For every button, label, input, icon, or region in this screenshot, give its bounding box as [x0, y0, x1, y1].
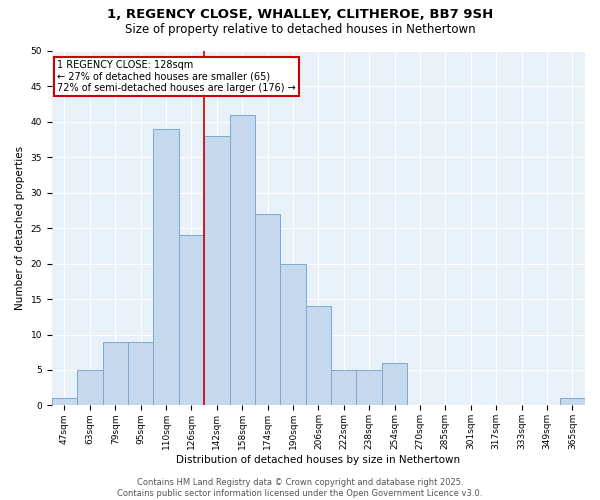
Text: Contains HM Land Registry data © Crown copyright and database right 2025.
Contai: Contains HM Land Registry data © Crown c…	[118, 478, 482, 498]
Bar	[77, 370, 103, 406]
Bar	[382, 363, 407, 406]
Bar	[560, 398, 585, 406]
Text: Size of property relative to detached houses in Nethertown: Size of property relative to detached ho…	[125, 22, 475, 36]
Bar	[255, 214, 280, 406]
Bar	[204, 136, 230, 406]
Bar	[230, 115, 255, 406]
Bar	[280, 264, 305, 406]
Bar	[154, 129, 179, 406]
Bar	[305, 306, 331, 406]
Bar	[356, 370, 382, 406]
Bar	[52, 398, 77, 406]
Text: 1, REGENCY CLOSE, WHALLEY, CLITHEROE, BB7 9SH: 1, REGENCY CLOSE, WHALLEY, CLITHEROE, BB…	[107, 8, 493, 20]
Y-axis label: Number of detached properties: Number of detached properties	[15, 146, 25, 310]
Bar	[179, 236, 204, 406]
Bar	[331, 370, 356, 406]
Bar	[128, 342, 154, 406]
Bar	[103, 342, 128, 406]
Text: 1 REGENCY CLOSE: 128sqm
← 27% of detached houses are smaller (65)
72% of semi-de: 1 REGENCY CLOSE: 128sqm ← 27% of detache…	[57, 60, 296, 93]
X-axis label: Distribution of detached houses by size in Nethertown: Distribution of detached houses by size …	[176, 455, 460, 465]
